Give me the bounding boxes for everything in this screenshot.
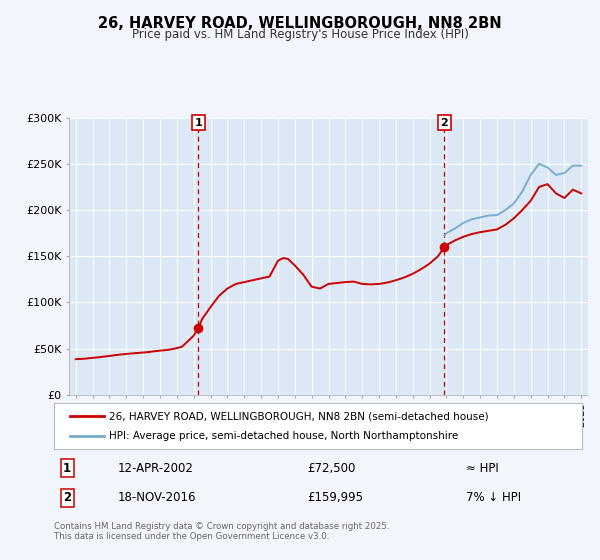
Text: 12-APR-2002: 12-APR-2002 [118,462,193,475]
Text: 2: 2 [63,492,71,505]
Text: HPI: Average price, semi-detached house, North Northamptonshire: HPI: Average price, semi-detached house,… [109,431,458,441]
Text: Contains HM Land Registry data © Crown copyright and database right 2025.
This d: Contains HM Land Registry data © Crown c… [54,522,389,542]
Text: 2: 2 [440,118,448,128]
Text: ≈ HPI: ≈ HPI [466,462,499,475]
Text: 26, HARVEY ROAD, WELLINGBOROUGH, NN8 2BN (semi-detached house): 26, HARVEY ROAD, WELLINGBOROUGH, NN8 2BN… [109,411,489,421]
Text: 26, HARVEY ROAD, WELLINGBOROUGH, NN8 2BN: 26, HARVEY ROAD, WELLINGBOROUGH, NN8 2BN [98,16,502,31]
Text: Price paid vs. HM Land Registry's House Price Index (HPI): Price paid vs. HM Land Registry's House … [131,28,469,41]
Text: 1: 1 [194,118,202,128]
Text: £72,500: £72,500 [307,462,356,475]
Text: 7% ↓ HPI: 7% ↓ HPI [466,492,521,505]
Text: 18-NOV-2016: 18-NOV-2016 [118,492,196,505]
Text: £159,995: £159,995 [307,492,364,505]
Text: 1: 1 [63,462,71,475]
